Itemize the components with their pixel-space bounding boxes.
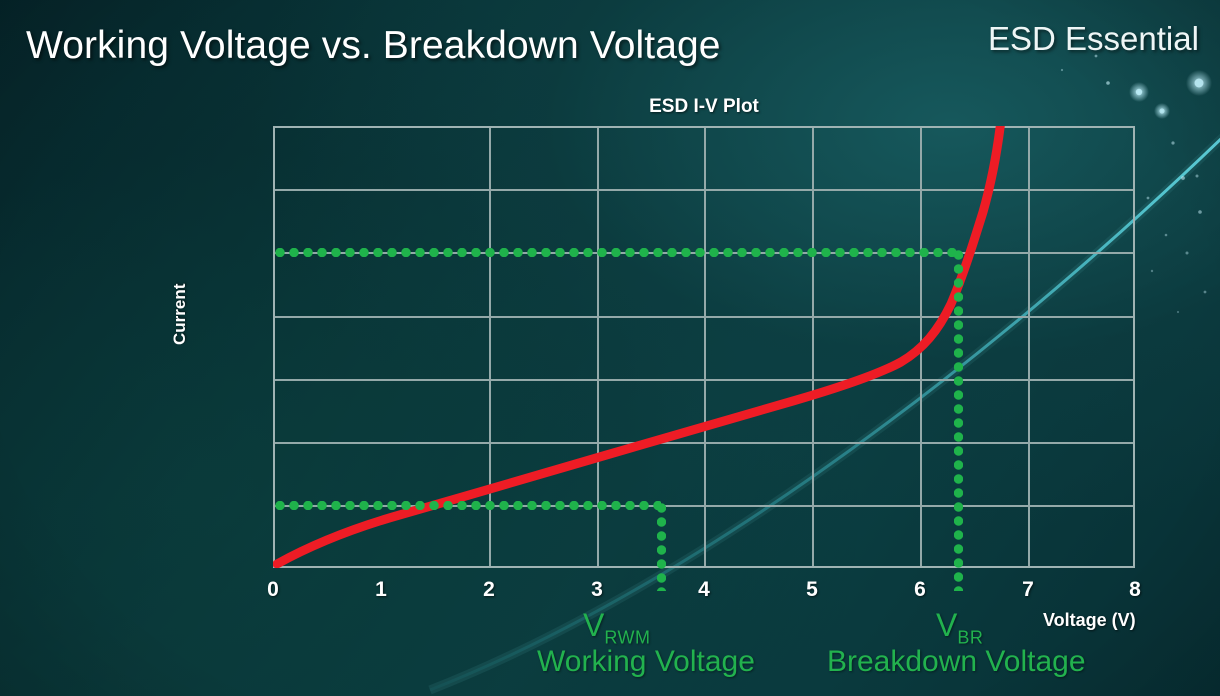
y-axis-label: Current	[170, 283, 189, 345]
x-tick-label-3: 3	[591, 578, 603, 601]
guide-line-vrwm	[657, 501, 666, 591]
brand-label: ESD Essential	[988, 20, 1199, 57]
x-tick-label-5: 5	[806, 578, 818, 601]
x-tick-label-1: 1	[375, 578, 387, 601]
chart-title: ESD I-V Plot	[649, 96, 759, 117]
plot-area	[273, 126, 1135, 591]
guide-line-vbr	[954, 248, 963, 591]
x-tick-label-4: 4	[698, 578, 710, 601]
vrwm-symbol-sub: RWM	[604, 627, 651, 648]
annotation-vbr-symbol: VBR	[936, 607, 983, 648]
annotation-vbr-name: Breakdown Voltage	[827, 645, 1086, 678]
vbr-symbol-base: V	[936, 607, 958, 643]
annotation-vrwm-name: Working Voltage	[537, 645, 755, 678]
annotation-vrwm-symbol: VRWM	[583, 607, 651, 648]
x-tick-label-2: 2	[483, 578, 495, 601]
page-title: Working Voltage vs. Breakdown Voltage	[26, 24, 721, 67]
vrwm-symbol-base: V	[583, 607, 605, 643]
x-axis-label: Voltage (V)	[1043, 610, 1136, 630]
x-tick-label-6: 6	[914, 578, 926, 601]
x-tick-label-8: 8	[1129, 578, 1141, 601]
guide-line-10nA	[273, 501, 661, 510]
x-tick-label-0: 0	[267, 578, 279, 601]
vbr-symbol-sub: BR	[957, 627, 984, 648]
guide-line-1mA	[273, 248, 958, 257]
gridline-v-7	[1028, 126, 1030, 568]
x-tick-label-7: 7	[1022, 578, 1034, 601]
